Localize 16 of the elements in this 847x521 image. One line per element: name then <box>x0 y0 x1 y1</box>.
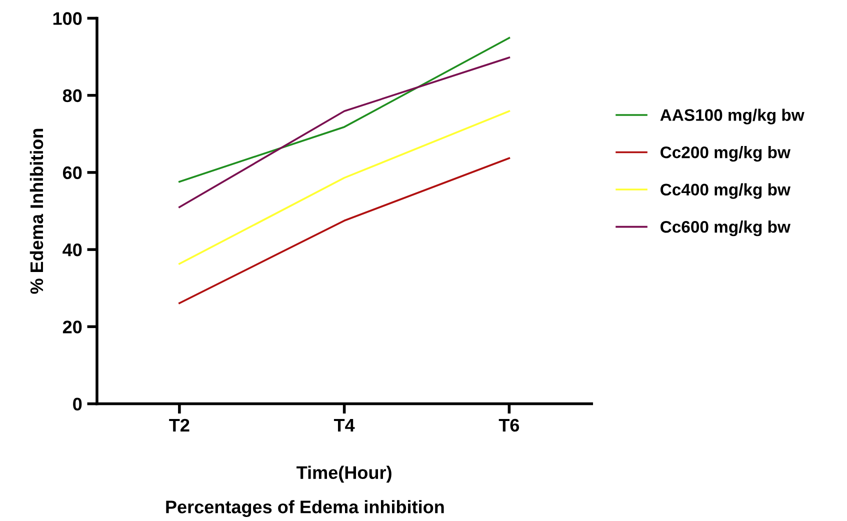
y-tick-label: 20 <box>62 320 82 334</box>
legend-label: Cc400 mg/kg bw <box>660 183 790 199</box>
x-tick-label: T6 <box>498 418 520 432</box>
y-axis-title: % Edema Inhibition <box>30 128 44 294</box>
x-axis-title: Time(Hour) <box>296 466 392 483</box>
x-tick-label: T4 <box>334 419 355 432</box>
y-tick-label: 60 <box>62 166 82 180</box>
legend-label: Cc200 mg/kg bw <box>660 146 790 162</box>
y-tick-label: 100 <box>53 12 82 25</box>
y-tick-label: 0 <box>73 398 82 410</box>
y-tick-label: 40 <box>62 243 82 256</box>
legend-label: AAS100 mg/kg bw <box>660 108 804 124</box>
x-tick-label: T2 <box>169 418 190 432</box>
text: Percentages of Edema inhibition <box>166 500 444 518</box>
legend-label: Cc600 mg/kg bw <box>660 220 790 236</box>
y-tick-label: 80 <box>62 89 82 102</box>
